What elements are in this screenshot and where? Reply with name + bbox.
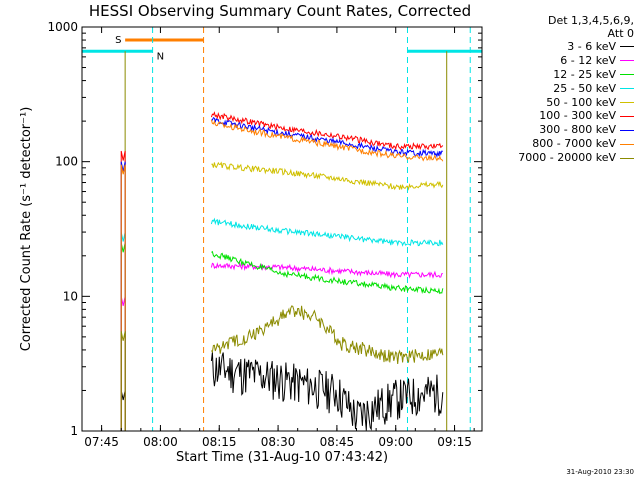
series-line-2: [211, 250, 444, 295]
date-stamp: 31-Aug-2010 23:30: [566, 468, 634, 476]
x-tick-label: 07:45: [84, 435, 119, 449]
x-tick-label: 09:00: [378, 435, 413, 449]
pre-segment-0: [120, 390, 126, 431]
x-tick-label: 08:30: [261, 435, 296, 449]
legend-item: 25 - 50 keV: [470, 82, 634, 96]
legend-swatch: [620, 46, 634, 48]
series-line-0: [210, 352, 444, 431]
chart-legend: Det 1,3,4,5,6,9, Att 0 3 - 6 keV 6 - 12 k…: [470, 14, 634, 165]
legend-swatch: [620, 88, 634, 90]
legend-item-label: 7000 - 20000 keV: [518, 151, 616, 165]
legend-item-label: 50 - 100 keV: [546, 95, 616, 109]
legend-header-line-1: Det 1,3,4,5,6,9,: [547, 14, 634, 27]
y-axis-label: Corrected Count Rate (s⁻¹ detector⁻¹): [19, 107, 34, 352]
legend-item-label: 300 - 800 keV: [539, 123, 616, 137]
saa-label: S: [115, 35, 121, 46]
legend-item: 300 - 800 keV: [470, 123, 634, 137]
legend-swatch: [620, 74, 634, 76]
series-line-6: [211, 116, 443, 159]
chart-title: HESSI Observing Summary Count Rates, Cor…: [88, 2, 472, 20]
pre-segment-6: [120, 161, 126, 431]
legend-swatch: [620, 129, 634, 131]
legend-swatch: [620, 115, 634, 117]
legend-item-label: 25 - 50 keV: [553, 81, 616, 95]
pre-segment-7: [120, 164, 126, 431]
y-tick-label: 1000: [47, 20, 78, 34]
pre-segment-5: [120, 150, 126, 431]
legend-item-label: 800 - 7000 keV: [532, 137, 616, 151]
y-tick-label: 100: [55, 155, 78, 169]
legend-item: 6 - 12 keV: [470, 54, 634, 68]
series-line-8: [211, 305, 444, 364]
pre-segment-8: [120, 331, 126, 431]
night-label: N: [157, 51, 164, 62]
series-line-4: [211, 161, 444, 191]
legend-item: 800 - 7000 keV: [470, 137, 634, 151]
series-line-5: [210, 111, 444, 151]
y-tick-label: 10: [63, 289, 78, 303]
legend-swatch: [620, 157, 634, 159]
legend-item: 100 - 300 keV: [470, 109, 634, 123]
x-axis-label: Start Time (31-Aug-10 07:43:42): [176, 450, 388, 465]
legend-item: 7000 - 20000 keV: [470, 151, 634, 165]
legend-item-label: 100 - 300 keV: [539, 109, 616, 123]
series-line-1: [210, 261, 443, 280]
legend-item-label: 12 - 25 keV: [553, 67, 616, 81]
legend-item: 50 - 100 keV: [470, 96, 634, 110]
series-line-3: [210, 217, 444, 247]
legend-header-line-2: Att 0: [607, 27, 634, 40]
x-tick-label: 08:15: [202, 435, 237, 449]
x-tick-label: 09:15: [437, 435, 472, 449]
legend-item: 12 - 25 keV: [470, 68, 634, 82]
pre-segment-1: [120, 296, 126, 431]
plot-frame: [81, 26, 483, 432]
y-tick-label: 1: [70, 424, 78, 438]
legend-item-label: 6 - 12 keV: [560, 53, 616, 67]
x-tick-label: 08:45: [320, 435, 355, 449]
pre-segment-3: [120, 231, 126, 431]
series-line-7: [210, 119, 444, 162]
pre-segment-2: [120, 242, 126, 431]
x-tick-label: 08:00: [143, 435, 178, 449]
legend-item-label: 3 - 6 keV: [567, 40, 616, 53]
legend-swatch: [620, 143, 634, 145]
legend-swatch: [620, 102, 634, 103]
legend-item: 3 - 6 keV: [470, 40, 634, 54]
legend-swatch: [620, 60, 634, 62]
